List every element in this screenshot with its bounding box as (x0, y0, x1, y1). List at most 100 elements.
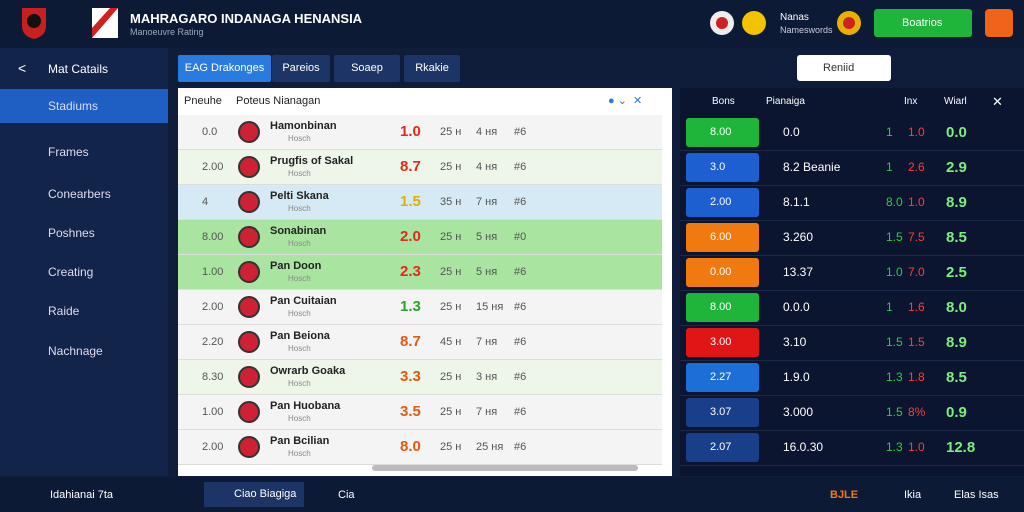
value-button[interactable]: 3.07 (686, 398, 759, 427)
score: 8.7 (400, 333, 421, 350)
stat: 35 н (440, 196, 462, 208)
stat: 1.6 (908, 300, 925, 314)
stats-row[interactable]: 3.00 3.10 1.5 1.5 8.9 (680, 325, 1024, 361)
player: 8.2 Beanie (783, 160, 841, 174)
value-button[interactable]: 2.27 (686, 363, 759, 392)
table-row[interactable]: 2.00 Pan Bcilian Hosch 8.0 25 н 25 ня #6 (178, 430, 662, 465)
rank: 8.00 (202, 231, 224, 243)
footer-tab[interactable]: Cia (338, 489, 355, 501)
stats-row[interactable]: 2.00 8.1.1 8.0 1.0 8.9 (680, 185, 1024, 221)
stat: 2.6 (908, 160, 925, 174)
table-row[interactable]: 4 Pelti Skana Hosch 1.5 35 н 7 ня #6 (178, 185, 662, 220)
settings-button[interactable] (985, 9, 1013, 37)
stat: 4 ня (476, 161, 498, 173)
player: 0.0.0 (783, 300, 810, 314)
scrollbar[interactable] (372, 465, 638, 471)
stat: 15 ня (476, 301, 504, 313)
nav-item[interactable]: Nachnage (48, 344, 103, 358)
stat: 25 ня (476, 441, 504, 453)
table-row[interactable]: 2.00 Prugfis of Sakal Hosch 8.7 25 н 4 ня #6 (178, 150, 662, 185)
stats-row[interactable]: 3.07 3.000 1.5 8% 0.9 (680, 395, 1024, 431)
value-button[interactable]: 8.00 (686, 293, 759, 322)
search-input[interactable]: Reniid (797, 55, 891, 81)
table-row[interactable]: 2.00 Pan Cuitaian Hosch 1.3 25 н 15 ня #6 (178, 290, 662, 325)
nav-item[interactable]: Poshnes (48, 226, 95, 240)
stat: 1.8 (908, 370, 925, 384)
search-button[interactable]: Boatrios (874, 9, 972, 37)
tab[interactable]: Soaep (334, 55, 400, 82)
tab[interactable]: Pareios (272, 55, 330, 82)
score: 2.3 (400, 263, 421, 280)
score: 3.5 (400, 403, 421, 420)
close-button[interactable]: ✕ (992, 94, 1003, 109)
value-button[interactable]: 2.07 (686, 433, 759, 462)
team-icon (238, 366, 260, 388)
stats-row[interactable]: 2.27 1.9.0 1.3 1.8 8.5 (680, 360, 1024, 396)
logo (22, 8, 46, 39)
team-sub: Hosch (288, 134, 311, 143)
tab[interactable]: Rkakie (404, 55, 460, 82)
table-row[interactable]: 0.0 Hamonbinan Hosch 1.0 25 н 4 ня #6 (178, 115, 662, 150)
tab[interactable]: EAG Drakonges (178, 55, 271, 82)
stat: 1 (886, 160, 893, 174)
nav-item[interactable]: Stadiums (0, 89, 168, 123)
team-name: Prugfis of Sakal (270, 155, 354, 167)
stat: #6 (514, 196, 527, 208)
value-button[interactable]: 3.0 (686, 153, 759, 182)
score: 1.0 (400, 123, 421, 140)
footer-tab[interactable]: Ciao Biagiga (204, 482, 304, 507)
table-row[interactable]: 8.30 Owrarb Goaka Hosch 3.3 25 н 3 ня #6 (178, 360, 662, 395)
team-name: Pan Bcilian (270, 435, 330, 447)
stat: 8.0 (946, 299, 967, 316)
value-button[interactable]: 3.00 (686, 328, 759, 357)
stats-row[interactable]: 3.0 8.2 Beanie 1 2.6 2.9 (680, 150, 1024, 186)
score: 1.3 (400, 298, 421, 315)
stat: 5 ня (476, 266, 498, 278)
stats-row[interactable]: 0.00 13.37 1.0 7.0 2.5 (680, 255, 1024, 291)
footer-right: Elas Isas (954, 489, 999, 501)
stat: 1.0 (886, 265, 903, 279)
back-arrow[interactable]: < (18, 60, 27, 76)
stats-row[interactable]: 6.00 3.260 1.5 7.5 8.5 (680, 220, 1024, 256)
stat: 1.5 (886, 335, 903, 349)
nav-item[interactable]: Raide (48, 304, 80, 318)
stats-row[interactable]: 8.00 0.0.0 1 1.6 8.0 (680, 290, 1024, 326)
panel-controls[interactable]: ● ⌄ ✕ (608, 95, 643, 107)
stat: 1 (886, 125, 893, 139)
stat: #6 (514, 441, 527, 453)
stat: 1.5 (908, 335, 925, 349)
stat: 25 н (440, 266, 462, 278)
panel-header: Pneuhe (184, 95, 222, 107)
value-button[interactable]: 2.00 (686, 188, 759, 217)
rank: 4 (202, 196, 209, 208)
player: 1.9.0 (783, 370, 810, 384)
stats-row[interactable]: 8.00 0.0 1 1.0 0.0 (680, 115, 1024, 151)
nav-item[interactable]: Creating (48, 265, 94, 279)
user-name: Nanas (780, 12, 809, 23)
table-row[interactable]: 8.00 Sonabinan Hosch 2.0 25 н 5 ня #0 (178, 220, 662, 255)
nav-item[interactable]: Conearbers (48, 187, 111, 201)
team-name: Pelti Skana (270, 190, 329, 202)
value-button[interactable]: 8.00 (686, 118, 759, 147)
stats-row[interactable]: 2.07 16.0.30 1.3 1.0 12.8 (680, 430, 1024, 466)
value-button[interactable]: 6.00 (686, 223, 759, 252)
stat: 7 ня (476, 406, 498, 418)
table-row[interactable]: 1.00 Pan Doon Hosch 2.3 25 н 5 ня #6 (178, 255, 662, 290)
stat: 25 н (440, 231, 462, 243)
table-row[interactable]: 2.20 Pan Beiona Hosch 8.7 45 н 7 ня #6 (178, 325, 662, 360)
table-row[interactable]: 1.00 Pan Huobana Hosch 3.5 25 н 7 ня #6 (178, 395, 662, 430)
stat: 4 ня (476, 126, 498, 138)
team-icon (238, 331, 260, 353)
team-icon (238, 191, 260, 213)
stats-header: Wiarl (944, 96, 967, 107)
team-sub: Hosch (288, 309, 311, 318)
team-icon (238, 226, 260, 248)
nav-item[interactable]: Frames (48, 145, 89, 159)
score: 1.5 (400, 193, 421, 210)
stat: 8.5 (946, 229, 967, 246)
value-button[interactable]: 0.00 (686, 258, 759, 287)
stat: 2.5 (946, 264, 967, 281)
stat: 12.8 (946, 439, 976, 456)
stats-header: Inx (904, 96, 918, 107)
